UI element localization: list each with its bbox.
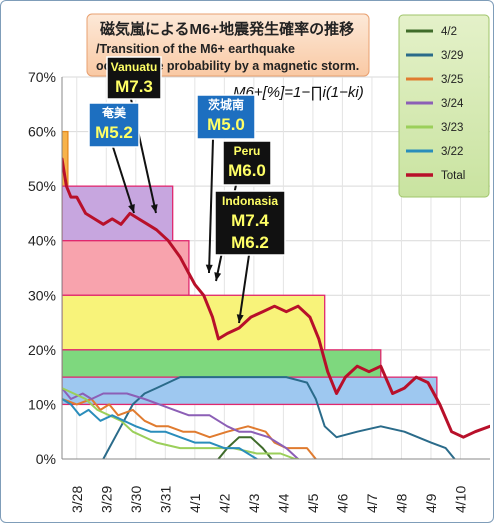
chart-subtitle-1: /Transition of the M6+ earthquake — [96, 42, 295, 56]
annotation-magnitude: M6.2 — [231, 233, 269, 252]
annotation-magnitude: M5.0 — [207, 115, 245, 134]
annotation-place: 奄美 — [101, 105, 127, 120]
legend-label: 3/29 — [441, 50, 463, 62]
series-line-3-25 — [62, 398, 317, 459]
x-tick-label: 3/28 — [69, 486, 85, 513]
series-line-3-23 — [62, 387, 300, 459]
annotation-magnitude: M5.2 — [95, 123, 133, 142]
legend-label: 3/24 — [441, 98, 464, 110]
legend: 4/2 3/29 3/25 3/24 3/23 3/22 Total — [398, 14, 490, 198]
annotation-arrow — [208, 138, 214, 274]
x-tick-label: 4/6 — [334, 493, 350, 513]
probability-band — [62, 294, 326, 351]
annotation-place: Indonasia — [222, 194, 278, 208]
series-line-3-24 — [62, 387, 300, 459]
series-line-total — [62, 157, 490, 439]
series-line-3-29 — [102, 376, 456, 459]
annotation-arrowhead — [128, 204, 135, 213]
probability-bands — [62, 130, 438, 406]
series-line-3-22 — [62, 398, 258, 459]
x-tick-label: 3/31 — [157, 486, 173, 513]
x-tick-label: 4/7 — [364, 493, 380, 513]
legend-label: 3/25 — [441, 74, 463, 86]
earthquake-annotations: Vanuatu M7.3 奄美 M5.2 茨城南 M5.0 Peru M6.0 Indonasi… — [88, 56, 286, 324]
annotation-arrowhead — [205, 264, 213, 273]
legend-label: 3/22 — [441, 146, 463, 158]
x-tick-label: 4/8 — [393, 493, 409, 513]
x-tick-label: 4/1 — [187, 493, 203, 513]
x-tick-label: 4/2 — [216, 493, 232, 513]
annotation-arrow — [238, 254, 250, 324]
annotation-box — [222, 140, 272, 186]
annotation-arrow — [112, 146, 135, 214]
annotation-place: 茨城南 — [208, 97, 244, 112]
probability-band — [62, 349, 382, 378]
x-tick-label: 4/5 — [305, 493, 321, 513]
y-tick-label: 20% — [28, 342, 56, 358]
chart-subtitle-2: occurrence probability by a magnetic sto… — [96, 59, 359, 73]
legend-label: 4/2 — [441, 26, 457, 38]
annotation-magnitude: M6.0 — [228, 161, 266, 180]
y-tick-label: 0% — [36, 451, 56, 467]
probability-band — [62, 376, 438, 406]
annotation-arrowhead — [214, 272, 222, 281]
annotation-box — [214, 190, 286, 256]
annotation-place: Vanuatu — [111, 60, 158, 74]
series-lines — [62, 157, 490, 459]
legend-label: 3/23 — [441, 122, 463, 134]
annotation-magnitude: M7.3 — [115, 77, 153, 96]
y-tick-label: 50% — [28, 178, 56, 194]
annotation-box — [88, 102, 140, 148]
x-tick-label: 4/9 — [423, 493, 439, 513]
probability-band — [62, 185, 174, 242]
series-line-4-2 — [217, 436, 273, 459]
probability-band — [62, 240, 190, 296]
y-tick-label: 70% — [28, 69, 56, 85]
axes: 0% 10% 20% 30% 40% 50% 60% 70% 3/28 3/29 3/30 3/31 4… — [28, 69, 490, 513]
y-tick-label: 30% — [28, 287, 56, 303]
annotation-arrowhead — [150, 204, 158, 213]
annotation-box — [196, 94, 256, 140]
x-tick-label: 3/29 — [98, 486, 114, 513]
y-tick-label: 40% — [28, 233, 56, 249]
legend-label: Total — [441, 170, 465, 182]
y-tick-label: 10% — [28, 396, 56, 412]
probability-formula: M6+[%]=1−∏i(1−ki) — [233, 84, 364, 101]
x-tick-label: 4/10 — [452, 486, 468, 513]
x-tick-label: 4/3 — [246, 493, 262, 513]
chart-title: 磁気嵐によるM6+地震発生確率の推移 — [100, 20, 354, 38]
y-tick-label: 60% — [28, 124, 56, 140]
annotation-magnitude: M7.4 — [231, 211, 269, 230]
annotation-box — [106, 56, 162, 100]
x-tick-label: 4/4 — [275, 493, 291, 513]
annotation-arrowhead — [236, 314, 244, 323]
x-tick-label: 3/30 — [128, 486, 144, 513]
annotation-place: Peru — [234, 144, 261, 158]
